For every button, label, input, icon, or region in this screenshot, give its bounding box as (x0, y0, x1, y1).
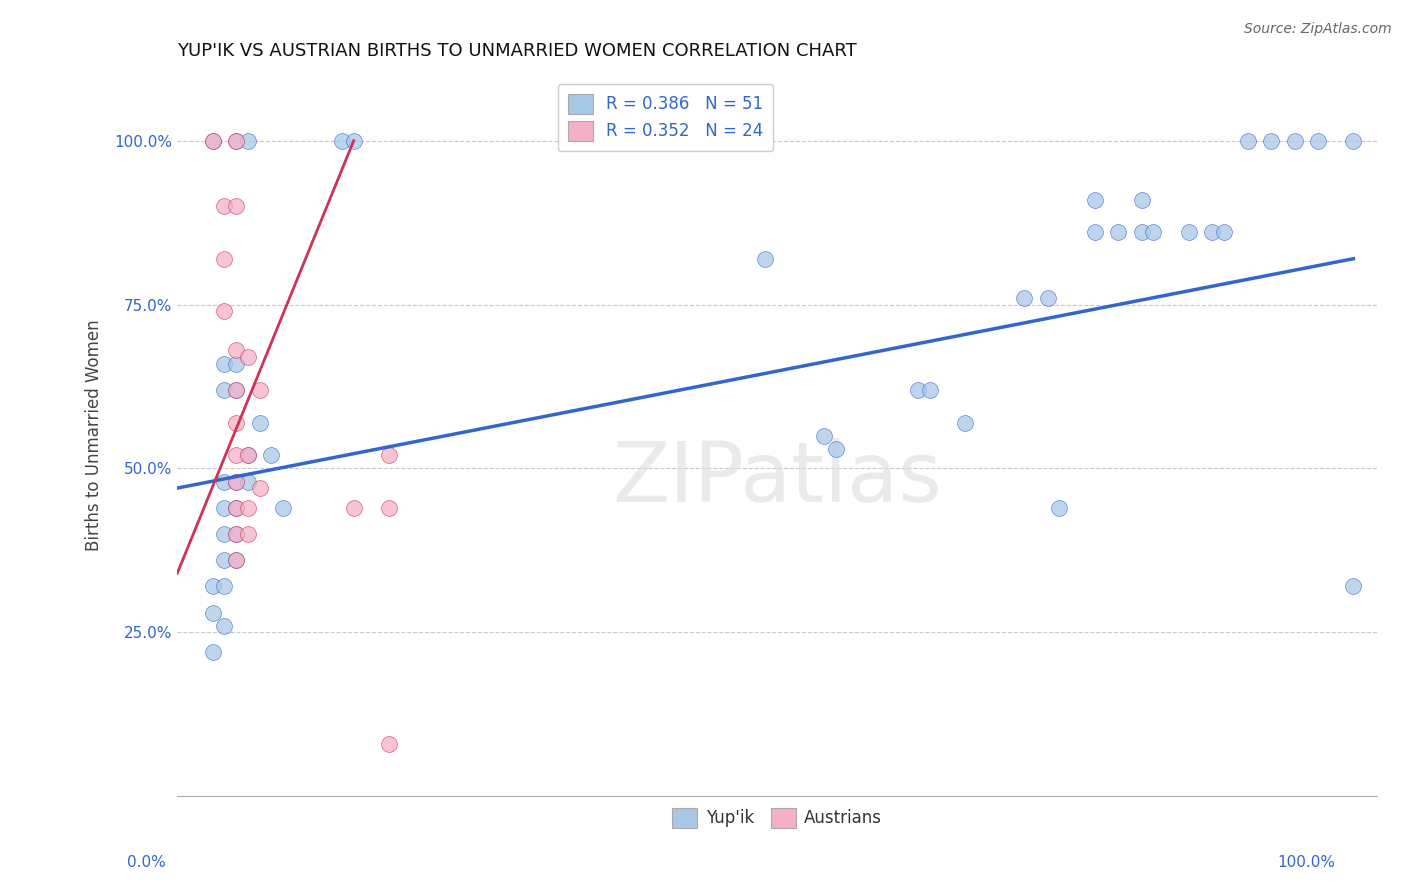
Point (214, 553, 236, 567)
Point (214, 199, 236, 213)
Point (201, 606, 224, 620)
Point (225, 343, 247, 358)
Point (1047, 500, 1070, 515)
Point (1201, 226, 1223, 240)
Point (214, 475, 236, 489)
Text: 0.0%: 0.0% (127, 855, 166, 870)
Point (955, 416, 977, 430)
Point (1260, 134, 1282, 148)
Point (214, 579, 236, 593)
Point (225, 553, 247, 567)
Point (225, 383, 247, 397)
Point (214, 618, 236, 632)
Point (271, 500, 294, 515)
Legend: Yup'ik, Austrians: Yup'ik, Austrians (665, 801, 889, 835)
Point (225, 527, 247, 541)
Point (1036, 291, 1059, 305)
Text: YUP'IK VS AUSTRIAN BIRTHS TO UNMARRIED WOMEN CORRELATION CHART: YUP'IK VS AUSTRIAN BIRTHS TO UNMARRIED W… (177, 42, 858, 60)
Point (225, 475, 247, 489)
Point (214, 357, 236, 371)
Point (918, 383, 941, 397)
Point (225, 134, 247, 148)
Text: ZIPatlas: ZIPatlas (612, 438, 942, 519)
Point (214, 383, 236, 397)
Y-axis label: Births to Unmarried Women: Births to Unmarried Women (86, 320, 103, 551)
Point (1308, 134, 1330, 148)
Point (907, 383, 929, 397)
Point (236, 448, 259, 462)
Point (214, 304, 236, 318)
Point (1012, 291, 1035, 305)
Point (225, 527, 247, 541)
Point (1130, 226, 1153, 240)
Point (1107, 226, 1129, 240)
Point (225, 383, 247, 397)
Point (214, 252, 236, 266)
Point (225, 199, 247, 213)
Point (201, 579, 224, 593)
Point (1236, 134, 1258, 148)
Point (378, 500, 401, 515)
Point (249, 416, 271, 430)
Point (225, 500, 247, 515)
Point (225, 500, 247, 515)
Point (343, 500, 366, 515)
Point (754, 252, 776, 266)
Point (1142, 226, 1164, 240)
Point (378, 737, 401, 751)
Point (225, 448, 247, 462)
Point (1130, 193, 1153, 207)
Point (201, 134, 224, 148)
Point (378, 448, 401, 462)
Point (249, 383, 271, 397)
Point (236, 448, 259, 462)
Point (1084, 193, 1107, 207)
Point (225, 553, 247, 567)
Point (236, 500, 259, 515)
Point (214, 500, 236, 515)
Point (236, 527, 259, 541)
Point (225, 416, 247, 430)
Point (225, 357, 247, 371)
Point (1343, 134, 1365, 148)
Point (813, 428, 835, 442)
Point (1084, 226, 1107, 240)
Point (1177, 226, 1199, 240)
Text: 100.0%: 100.0% (1278, 855, 1336, 870)
Point (249, 481, 271, 495)
Point (260, 448, 283, 462)
Point (236, 350, 259, 364)
Point (330, 134, 353, 148)
Point (1343, 579, 1365, 593)
Point (225, 134, 247, 148)
Point (201, 645, 224, 659)
Text: Source: ZipAtlas.com: Source: ZipAtlas.com (1244, 22, 1392, 37)
Point (225, 475, 247, 489)
Point (1284, 134, 1306, 148)
Point (214, 527, 236, 541)
Point (201, 134, 224, 148)
Point (1213, 226, 1236, 240)
Point (343, 134, 366, 148)
Point (825, 442, 848, 456)
Point (236, 475, 259, 489)
Point (236, 134, 259, 148)
